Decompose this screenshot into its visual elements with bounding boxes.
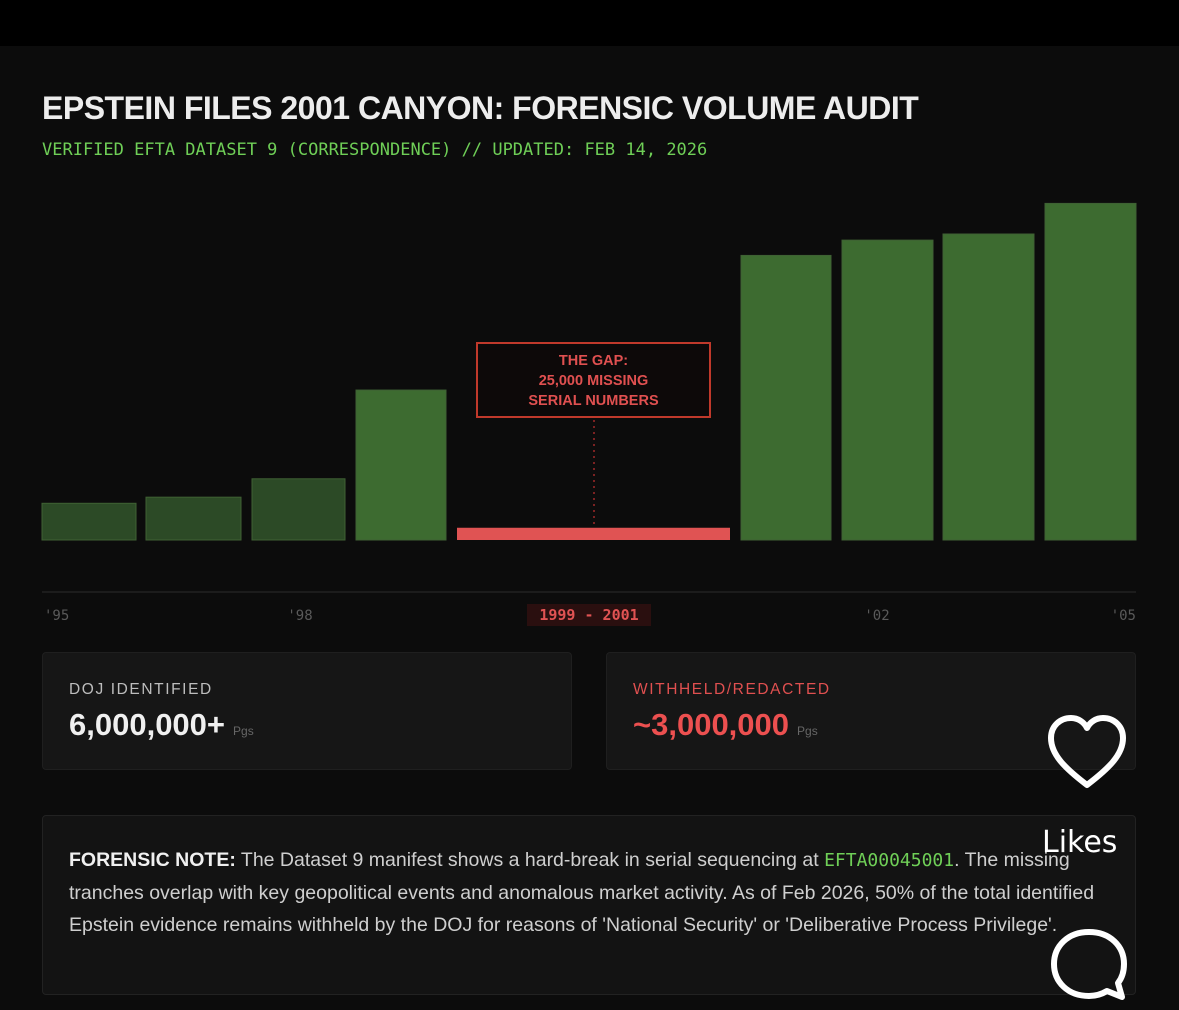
x-tick-label: '95 — [44, 608, 69, 624]
doj-identified-unit: Pgs — [233, 724, 254, 738]
gap-annotation-line-3: SERIAL NUMBERS — [528, 393, 659, 409]
chart-bar — [740, 254, 832, 541]
forensic-note-label: FORENSIC NOTE: — [69, 849, 236, 871]
chart-bar — [1044, 202, 1137, 541]
page-subtitle: VERIFIED EFTA DATASET 9 (CORRESPONDENCE)… — [42, 140, 708, 160]
highlight-tick-background — [527, 604, 651, 626]
doj-identified-card: DOJ IDENTIFIED 6,000,000+ Pgs — [42, 652, 572, 770]
withheld-redacted-unit: Pgs — [797, 724, 818, 738]
chart-bar — [942, 233, 1035, 541]
forensic-note-body-1: The Dataset 9 manifest shows a hard-brea… — [235, 849, 825, 871]
forensic-note-card: FORENSIC NOTE: The Dataset 9 manifest sh… — [42, 815, 1136, 995]
withheld-redacted-number: ~3,000,000 — [633, 707, 790, 742]
x-tick-label: '98 — [287, 608, 312, 624]
gap-annotation: THE GAP: 25,000 MISSING SERIAL NUMBERS — [476, 342, 711, 418]
gap-annotation-line-2: 25,000 MISSING — [538, 373, 649, 389]
volume-bar-chart: '95 '98 1999 - 2001 '02 '05 — [41, 202, 1137, 626]
chart-bar — [355, 389, 447, 541]
gap-annotation-line-1: THE GAP: — [558, 353, 629, 369]
x-tick-label-highlight: 1999 - 2001 — [539, 606, 638, 624]
doj-identified-number: 6,000,000+ — [69, 707, 226, 742]
x-tick-label: '02 — [864, 608, 889, 624]
doj-identified-label: DOJ IDENTIFIED — [69, 681, 213, 698]
withheld-redacted-value: ~3,000,000 Pgs — [633, 707, 818, 743]
chart-bar — [251, 478, 346, 541]
doj-identified-value: 6,000,000+ Pgs — [69, 707, 254, 743]
chart-bar — [145, 496, 242, 541]
withheld-redacted-card: WITHHELD/REDACTED ~3,000,000 Pgs — [606, 652, 1136, 770]
likes-label[interactable]: Likes — [1042, 825, 1118, 860]
serial-code: EFTA00045001 — [824, 850, 955, 871]
page-title: EPSTEIN FILES 2001 CANYON: FORENSIC VOLU… — [42, 90, 919, 126]
chart-bar — [41, 502, 137, 541]
forensic-note-body-2: . The missing tranches overlap with key … — [69, 849, 1095, 936]
x-tick-label: '05 — [1111, 608, 1136, 624]
chart-bar — [841, 239, 934, 541]
withheld-redacted-label: WITHHELD/REDACTED — [633, 681, 831, 698]
heart-icon[interactable] — [1046, 713, 1128, 793]
comment-icon[interactable] — [1048, 926, 1130, 1004]
chart-bar-gap — [457, 527, 730, 540]
forensic-note-text: FORENSIC NOTE: The Dataset 9 manifest sh… — [69, 844, 1109, 941]
